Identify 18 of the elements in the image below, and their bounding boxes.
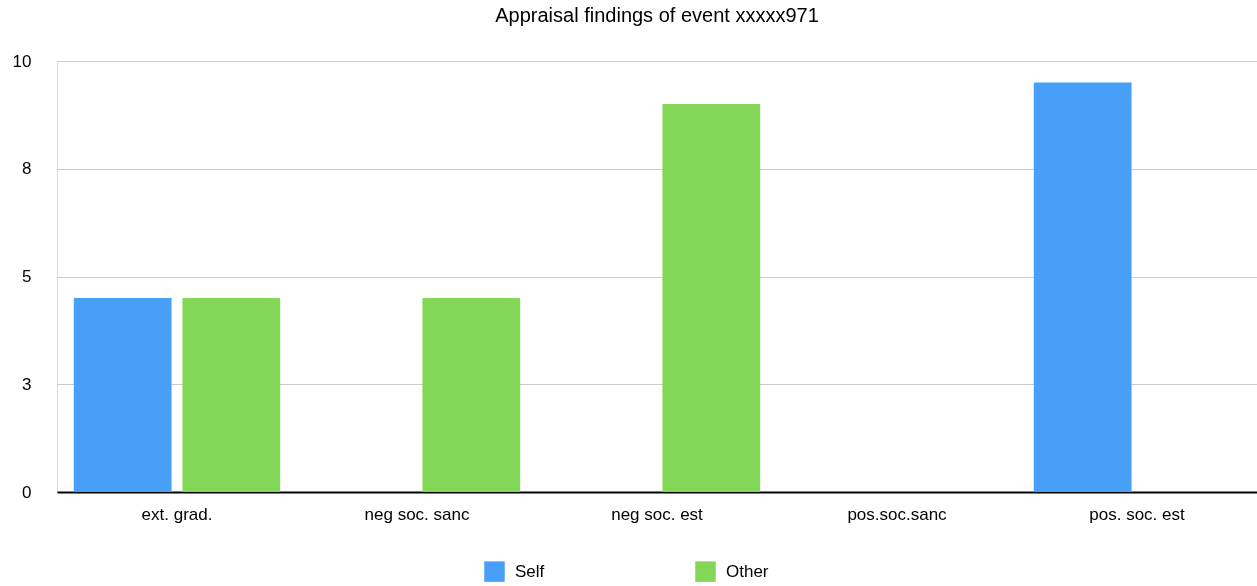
x-tick-label: pos.soc.sanc <box>847 504 948 524</box>
x-tick-label: neg soc. est <box>611 504 704 524</box>
legend-label: Self <box>515 561 545 581</box>
bar <box>422 298 521 492</box>
y-tick-label: 10 <box>12 51 32 71</box>
chart-title: Appraisal findings of event xxxxx971 <box>495 4 819 26</box>
bar <box>182 298 281 492</box>
bar <box>1033 82 1132 492</box>
bar <box>662 104 761 492</box>
x-tick-label: pos. soc. est <box>1089 504 1185 524</box>
y-tick-label: 0 <box>22 482 32 502</box>
y-tick-label: 5 <box>22 267 32 286</box>
bar <box>73 298 172 492</box>
x-tick-label: ext. grad. <box>141 504 213 524</box>
y-tick-label: 8 <box>22 159 32 179</box>
x-tick-label: neg soc. sanc <box>364 504 470 524</box>
y-tick-label: 3 <box>22 374 32 394</box>
legend-label: Other <box>726 561 769 581</box>
